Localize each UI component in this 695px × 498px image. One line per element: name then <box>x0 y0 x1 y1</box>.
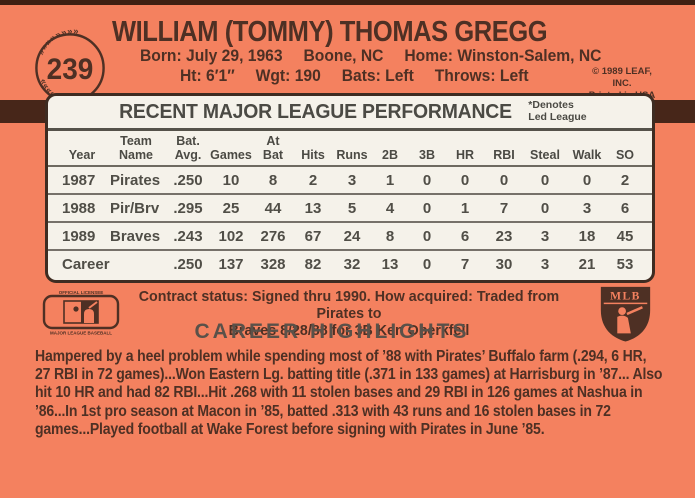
baseball-dot <box>73 306 79 312</box>
stitching-top: »»»»»»»» <box>36 26 80 57</box>
throws-value: Throws: Left <box>434 66 529 85</box>
contract-line-1: Contract status: Signed thru 1990. How a… <box>138 288 560 322</box>
contract-line-2: Braves 8/28/88 for 3B Ken Oberkfell <box>228 321 470 339</box>
stats-title: RECENT MAJOR LEAGUE PERFORMANCE <box>119 100 513 123</box>
batter-head <box>618 307 626 315</box>
height-value: Ht: 6′1″ <box>180 66 235 85</box>
svg-text:OFFICIAL LICENSEE: OFFICIAL LICENSEE <box>59 290 103 295</box>
career-highlights-text: Hampered by a heel problem while spendin… <box>35 348 663 438</box>
mlbpa-shield-logo: MLB <box>600 286 651 342</box>
stats-row-1988: 1988 Pir/Brv .295 25 44 13 5 4 0 1 7 0 3… <box>48 193 652 221</box>
stats-panel: RECENT MAJOR LEAGUE PERFORMANCE *Denotes… <box>45 93 655 283</box>
contract-status-text: Contract status: Signed thru 1990. How a… <box>130 288 569 339</box>
weight-value: Wgt: 190 <box>255 66 321 85</box>
stats-row-career: Career .250 137 328 82 32 13 0 7 30 3 21… <box>48 249 652 277</box>
card-number: 239 <box>47 53 94 86</box>
bio-line-born: Born: July 29, 1963 Boone, NC Home: Wins… <box>140 46 601 66</box>
top-edge-strip <box>0 0 695 5</box>
led-league-note: *Denotes Led League <box>528 99 587 123</box>
player-name: WILLIAM (TOMMY) THOMAS GREGG <box>112 16 548 48</box>
born-value: Born: July 29, 1963 <box>140 46 283 65</box>
svg-text:MLB: MLB <box>610 290 641 303</box>
bats-value: Bats: Left <box>341 66 414 85</box>
stats-row-1987: 1987 Pirates .250 10 8 2 3 1 0 0 0 0 0 2 <box>62 171 630 189</box>
baseball-number-icon: »»»»»»»» ««««««« 239 <box>35 26 105 105</box>
batter-silhouette <box>84 309 94 323</box>
birthplace-value: Boone, NC <box>303 46 384 65</box>
mlb-official-licensee-logo: OFFICIAL LICENSEE MAJOR LEAGUE BASEBALL <box>42 290 120 336</box>
stats-column-headers: Year Team Name Bat. Avg. Games At Bat Hits … <box>48 131 652 167</box>
svg-text:MAJOR LEAGUE BASEBALL: MAJOR LEAGUE BASEBALL <box>50 331 112 336</box>
stats-row-1989: 1989 Braves .243 102 276 67 24 8 0 6 23 … <box>48 221 652 249</box>
home-value: Home: Winston-Salem, NC <box>404 46 602 65</box>
stats-panel-header: RECENT MAJOR LEAGUE PERFORMANCE *Denotes… <box>48 96 652 131</box>
career-highlights-title: CAREER HIGHLIGHTS <box>194 320 470 343</box>
bat-line <box>626 306 643 316</box>
bio-line-physical: Ht: 6′1″ Wgt: 190 Bats: Left Throws: Lef… <box>180 66 529 86</box>
bat-line <box>88 301 98 309</box>
batter-body <box>617 315 631 334</box>
copyright-line: © 1989 LEAF, INC. <box>592 66 652 89</box>
